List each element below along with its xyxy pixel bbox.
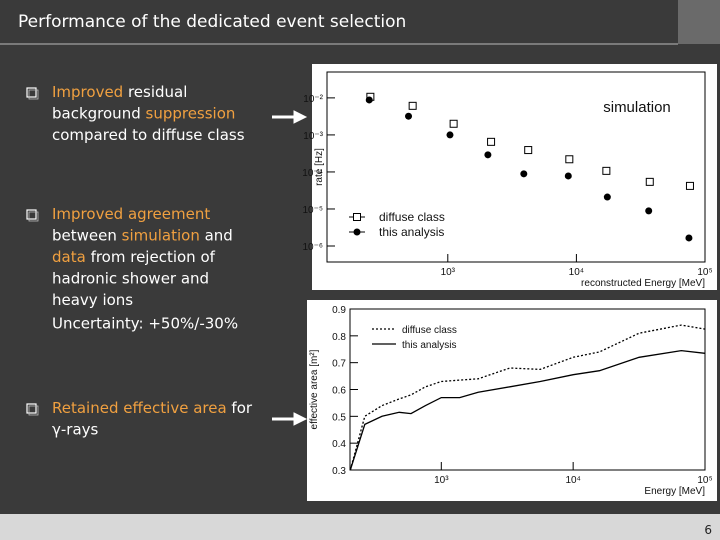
bullet-marker <box>26 209 37 220</box>
bullet-line: Retained effective area for <box>52 399 253 417</box>
data-point <box>645 207 653 215</box>
chart-panel <box>307 300 717 501</box>
legend-marker <box>353 213 361 221</box>
legend-label: diffuse class <box>402 325 457 336</box>
text-segment: Uncertainty: +50%/-30% <box>52 315 238 333</box>
text-segment: Improved agreement <box>52 205 210 223</box>
text-segment: γ-rays <box>52 421 99 439</box>
text-segment: between <box>52 227 122 245</box>
arrow <box>272 110 308 124</box>
y-tick-label: 10⁻² <box>303 94 323 105</box>
text-segment: hadronic shower and <box>52 270 209 288</box>
x-tick-label: 10⁵ <box>697 267 712 278</box>
y-tick-label: 10⁻⁴ <box>302 168 323 179</box>
bullet-line: compared to diffuse class <box>52 126 245 144</box>
y-tick-label: 0.7 <box>332 359 346 370</box>
data-point <box>449 119 458 128</box>
bullet-line: γ-rays <box>52 421 99 439</box>
bullet-marker <box>26 87 37 98</box>
annotation: simulation <box>603 99 671 116</box>
bullet-marker-shadow <box>28 89 39 100</box>
x-axis-label: reconstructed Energy [MeV] <box>581 278 705 289</box>
data-point <box>408 101 417 110</box>
page-number: 6 <box>704 523 712 537</box>
y-tick-label: 0.6 <box>332 386 346 397</box>
arrow <box>272 412 308 426</box>
data-point <box>685 181 694 190</box>
y-axis-label: rate [Hz] <box>314 148 325 186</box>
y-tick-label: 0.9 <box>332 305 346 316</box>
data-point <box>365 96 373 104</box>
y-tick-label: 0.5 <box>332 412 346 423</box>
bullet-line: data from rejection of <box>52 248 216 266</box>
data-point <box>405 112 413 120</box>
text-segment: simulation <box>122 227 200 245</box>
data-point <box>602 166 611 175</box>
data-point <box>645 177 654 186</box>
bullet-line: hadronic shower and <box>52 270 209 288</box>
y-tick-label: 0.3 <box>332 466 346 477</box>
y-tick-label: 10⁻⁵ <box>302 205 323 216</box>
bullet-marker-shadow <box>28 211 39 222</box>
footer-bar <box>0 514 720 540</box>
bullet-line: Improved agreement <box>52 205 210 223</box>
data-line <box>349 349 706 471</box>
legend-label: this analysis <box>379 225 444 239</box>
data-point <box>564 172 572 180</box>
text-segment: suppression <box>146 105 236 123</box>
bullet-line: heavy ions <box>52 291 133 309</box>
text-segment: and <box>200 227 233 245</box>
text-segment: from rejection of <box>86 248 216 266</box>
y-tick-label: 10⁻⁶ <box>302 242 323 253</box>
x-tick-label: 10⁴ <box>565 475 580 486</box>
data-point <box>685 234 693 242</box>
text-segment: Retained effective area <box>52 399 227 417</box>
bullet-line: background suppression <box>52 105 235 123</box>
text-segment: for <box>227 399 253 417</box>
x-tick-label: 10³ <box>441 267 456 278</box>
data-point <box>484 151 492 159</box>
bullet-list: Improved residual background suppression c… <box>26 83 253 439</box>
bullet-marker <box>26 403 37 414</box>
text-segment: Improved <box>52 83 123 101</box>
plot-frame <box>326 71 706 263</box>
bullet-marker-shadow <box>28 405 39 416</box>
legend-label: this analysis <box>402 340 456 351</box>
data-point <box>524 146 533 155</box>
text-segment: compared to diffuse class <box>52 126 245 144</box>
x-axis-label: Energy [MeV] <box>644 486 705 497</box>
legend-marker <box>353 228 361 236</box>
bullet-line: Uncertainty: +50%/-30% <box>52 315 238 333</box>
data-line <box>349 324 706 471</box>
data-point <box>446 131 454 139</box>
text-segment: data <box>52 248 86 266</box>
text-segment: heavy ions <box>52 291 133 309</box>
legend-label: diffuse class <box>379 210 445 224</box>
bullet-line: between simulation and <box>52 227 233 245</box>
x-tick-label: 10⁴ <box>569 267 584 278</box>
data-point <box>565 155 574 164</box>
y-tick-label: 10⁻³ <box>303 131 323 142</box>
chart-panel <box>312 64 717 290</box>
text-segment: residual <box>123 83 187 101</box>
data-point <box>487 137 496 146</box>
data-point <box>603 193 611 201</box>
x-tick-label: 10⁵ <box>697 475 712 486</box>
corner-box <box>678 0 720 44</box>
text-segment: background <box>52 105 146 123</box>
bullet-line: Improved residual <box>52 83 187 101</box>
data-point <box>520 170 528 178</box>
y-axis-label: effective area [m²] <box>309 349 320 429</box>
slide-title: Performance of the dedicated event selec… <box>18 12 406 32</box>
y-tick-label: 0.8 <box>332 332 346 343</box>
y-tick-label: 0.4 <box>332 439 346 450</box>
x-tick-label: 10³ <box>434 475 449 486</box>
